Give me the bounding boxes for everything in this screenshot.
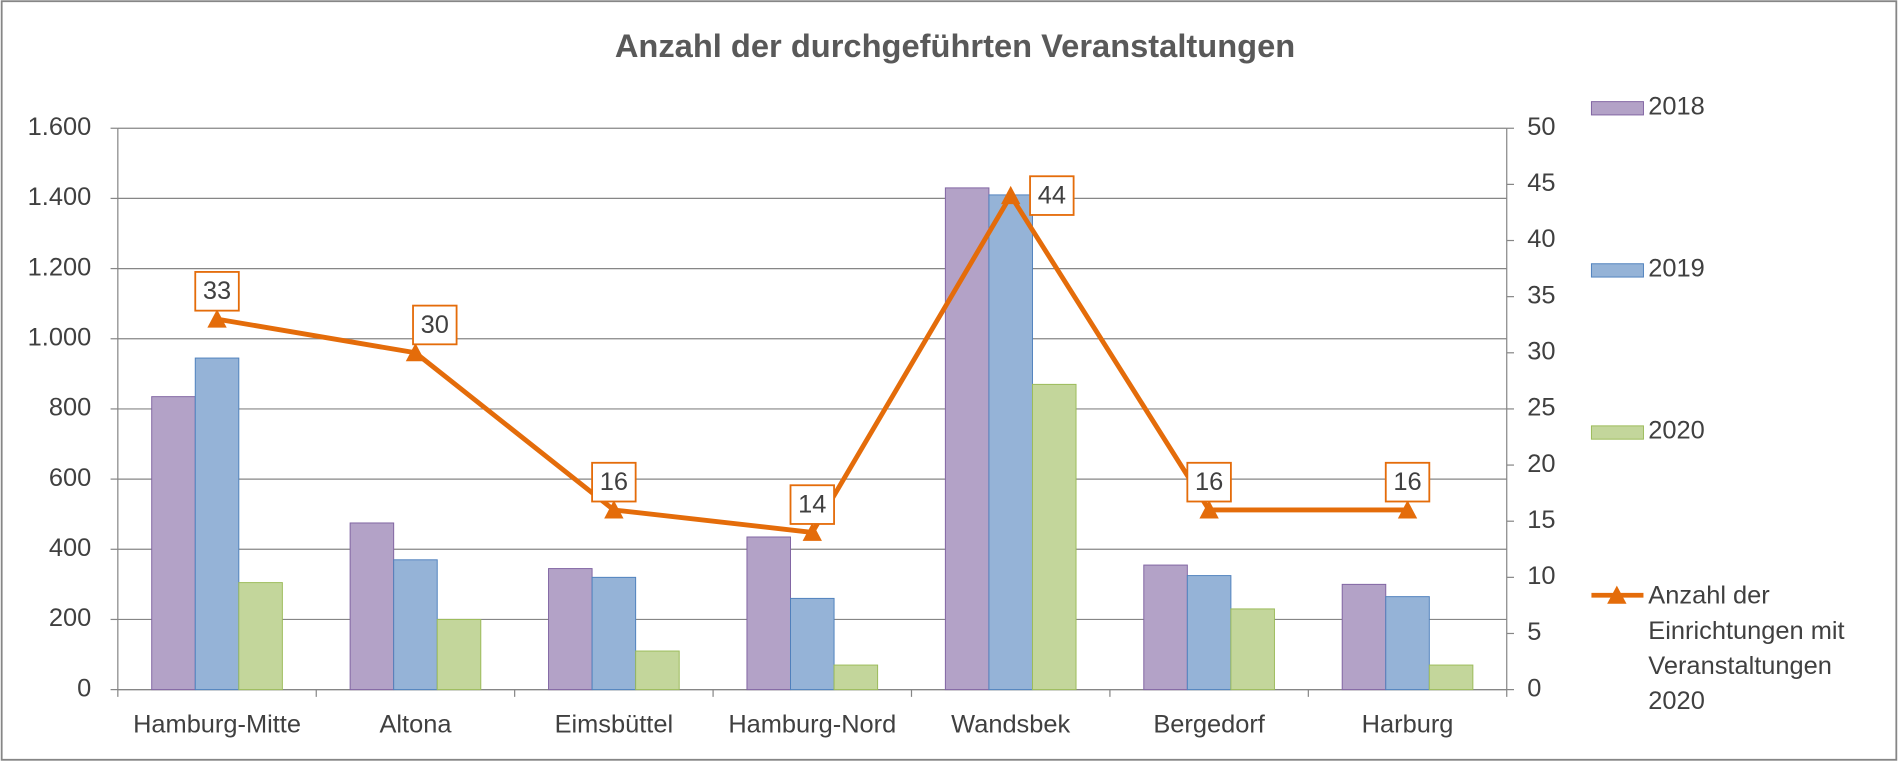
data-label: 30	[421, 311, 449, 339]
legend-label: 2019	[1648, 255, 1704, 283]
bar	[1385, 596, 1430, 691]
bar	[1341, 583, 1387, 691]
data-label-box	[412, 304, 458, 346]
y2-tick-label: 0	[1527, 674, 1541, 702]
data-label: 14	[798, 491, 826, 519]
legend-label: 2018	[1648, 92, 1704, 120]
x-tick-label: Wandsbek	[951, 711, 1070, 739]
y-tick-label: 0	[77, 674, 91, 702]
chart-title: Anzahl der durchgeführten Veranstaltunge…	[615, 27, 1295, 64]
legend-swatch	[1590, 101, 1644, 116]
x-tick-label: Altona	[379, 711, 452, 739]
bar	[194, 357, 240, 691]
data-label-box	[194, 271, 240, 312]
data-label: 16	[1393, 468, 1421, 496]
legend-label: 2020	[1648, 417, 1704, 445]
y-tick-label: 1.400	[28, 183, 92, 211]
data-label: 33	[203, 277, 231, 305]
bar	[790, 597, 835, 691]
legend-marker	[1607, 585, 1627, 604]
bar	[1186, 575, 1232, 691]
line-marker	[405, 343, 426, 362]
y2-tick-label: 5	[1527, 618, 1541, 646]
line-marker	[802, 522, 822, 541]
data-label-box	[789, 484, 835, 525]
y2-tick-label: 40	[1527, 225, 1555, 253]
data-label: 16	[1195, 468, 1223, 496]
y2-tick-label: 10	[1527, 562, 1555, 590]
y-tick-label: 600	[49, 464, 91, 492]
data-label: 44	[1038, 182, 1066, 210]
x-tick-label: Hamburg-Mitte	[133, 711, 301, 739]
data-label-box	[1029, 175, 1075, 216]
y2-tick-label: 50	[1527, 113, 1555, 141]
x-tick-label: Eimsbüttel	[555, 711, 674, 739]
x-tick-label: Harburg	[1362, 711, 1454, 739]
legend-swatch	[1590, 425, 1644, 440]
bar	[833, 664, 879, 691]
bar	[1143, 564, 1188, 691]
bar	[1428, 664, 1474, 691]
bar	[436, 618, 482, 691]
bar	[635, 650, 680, 691]
bar	[591, 576, 637, 691]
y-tick-label: 1.200	[28, 253, 92, 281]
y2-tick-label: 20	[1527, 450, 1555, 478]
line-marker	[207, 309, 227, 328]
bar	[1031, 383, 1077, 691]
x-tick-label: Hamburg-Nord	[728, 711, 896, 739]
bar	[1230, 608, 1275, 691]
bar	[746, 536, 791, 691]
data-label-box	[1186, 461, 1232, 503]
data-label-box	[1384, 461, 1431, 503]
legend-label: Anzahl der Einrichtungen mit Veranstaltu…	[1648, 581, 1845, 716]
y-tick-label: 800	[49, 394, 91, 422]
data-label-box	[591, 461, 637, 503]
y2-tick-label: 45	[1527, 169, 1555, 197]
line-marker	[1001, 185, 1021, 205]
bar	[988, 194, 1033, 691]
legend-label-box: Anzahl der Einrichtungen mit Veranstaltu…	[1648, 581, 1845, 716]
bar	[548, 568, 593, 691]
line-marker	[1199, 500, 1219, 519]
bar	[238, 582, 283, 691]
y2-tick-label: 30	[1527, 337, 1555, 365]
y2-tick-label: 15	[1527, 506, 1555, 534]
bar	[393, 559, 438, 691]
x-tick-label: Bergedorf	[1153, 711, 1265, 739]
y2-tick-label: 35	[1527, 281, 1555, 309]
legend-swatch	[1590, 263, 1644, 278]
line-marker	[1397, 500, 1418, 519]
y-tick-label: 1.000	[28, 323, 92, 351]
bar	[151, 396, 196, 691]
y-tick-label: 200	[49, 604, 91, 632]
y-tick-label: 1.600	[28, 113, 92, 141]
bar	[944, 187, 990, 691]
line-marker	[604, 500, 624, 519]
y-tick-label: 400	[49, 534, 91, 562]
bar	[349, 522, 395, 691]
data-label: 16	[600, 468, 628, 496]
y2-tick-label: 25	[1527, 394, 1555, 422]
